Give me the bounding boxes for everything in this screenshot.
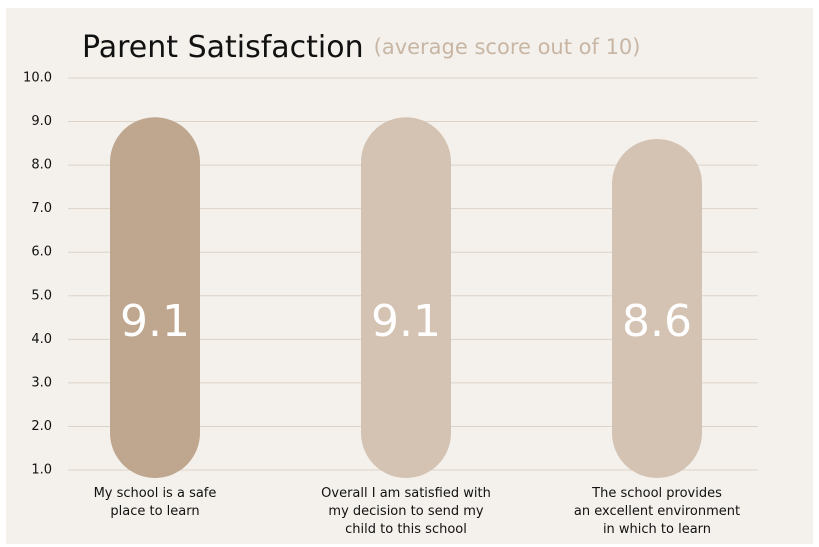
x-tick-label-line: child to this school bbox=[345, 522, 467, 537]
bar bbox=[110, 117, 200, 478]
x-tick-label: The school provides an excellent environm… bbox=[574, 486, 740, 537]
y-tick-label: 2.0 bbox=[31, 419, 52, 434]
value-label: 9.1 bbox=[371, 296, 441, 347]
x-tick-label: My school is a safe place to learn bbox=[94, 486, 217, 519]
title-line: Parent Satisfaction (average score out of… bbox=[82, 30, 640, 65]
bar bbox=[361, 117, 451, 478]
chart-subtitle: (average score out of 10) bbox=[374, 35, 641, 59]
y-tick-label: 6.0 bbox=[31, 245, 52, 260]
y-tick-label: 8.0 bbox=[31, 158, 52, 173]
x-tick-label-line: My school is a safe bbox=[94, 486, 217, 501]
x-tick-label-line: an excellent environment bbox=[574, 504, 740, 519]
x-tick-label-line: The school provides bbox=[591, 486, 722, 501]
x-tick-label-line: in which to learn bbox=[603, 522, 711, 537]
x-tick-label-line: Overall I am satisfied with bbox=[321, 486, 491, 501]
y-tick-label: 4.0 bbox=[31, 332, 52, 347]
value-label: 8.6 bbox=[622, 296, 692, 347]
y-tick-label: 3.0 bbox=[31, 375, 52, 390]
y-tick-label: 7.0 bbox=[31, 201, 52, 216]
y-tick-label: 1.0 bbox=[31, 463, 52, 478]
y-tick-label: 10.0 bbox=[23, 71, 52, 86]
x-tick-label-line: place to learn bbox=[110, 504, 199, 519]
y-tick-label: 5.0 bbox=[31, 288, 52, 303]
bar bbox=[612, 138, 702, 478]
value-label: 9.1 bbox=[120, 296, 190, 347]
chart-title: Parent Satisfaction bbox=[82, 30, 364, 65]
x-tick-label: Overall I am satisfied with my decision t… bbox=[321, 486, 491, 537]
y-tick-label: 9.0 bbox=[31, 114, 52, 129]
x-tick-label-line: my decision to send my bbox=[328, 504, 483, 519]
